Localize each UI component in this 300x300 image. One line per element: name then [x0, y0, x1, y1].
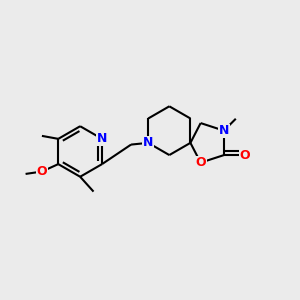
- Text: N: N: [219, 124, 229, 137]
- Text: O: O: [37, 165, 47, 178]
- Text: O: O: [195, 156, 206, 169]
- Text: N: N: [97, 132, 107, 146]
- Text: O: O: [239, 148, 250, 162]
- Text: N: N: [143, 136, 153, 149]
